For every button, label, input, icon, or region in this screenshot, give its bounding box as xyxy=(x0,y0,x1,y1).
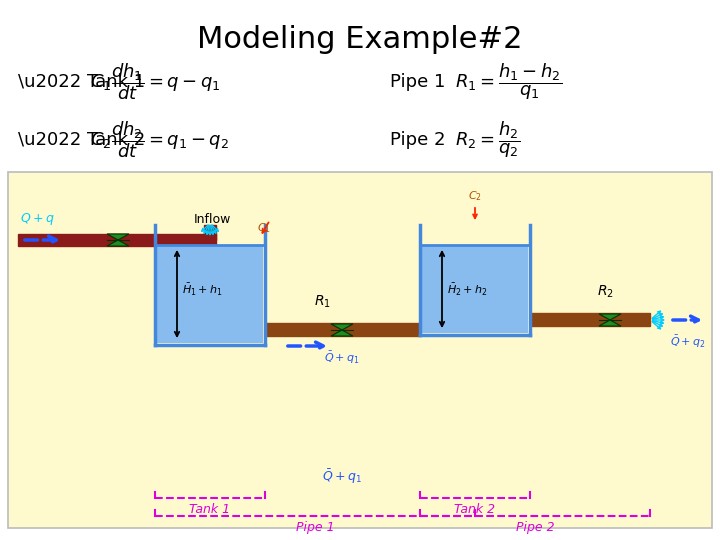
Text: $R_2$: $R_2$ xyxy=(597,284,613,300)
Text: $\bar{Q}+q_2$: $\bar{Q}+q_2$ xyxy=(670,334,706,350)
Text: Pipe 1: Pipe 1 xyxy=(296,521,334,534)
Text: $R_2 = \dfrac{h_2}{q_2}$: $R_2 = \dfrac{h_2}{q_2}$ xyxy=(455,120,520,160)
Bar xyxy=(8,172,712,528)
Bar xyxy=(157,245,263,343)
Text: $\bar{Q}+q_1$: $\bar{Q}+q_1$ xyxy=(324,350,360,366)
Polygon shape xyxy=(599,314,621,320)
Text: Tank 2: Tank 2 xyxy=(454,503,495,516)
Text: $R_1$: $R_1$ xyxy=(313,294,330,310)
Text: \u2022 Tank 1: \u2022 Tank 1 xyxy=(18,73,145,91)
Bar xyxy=(155,234,216,246)
Text: $C_2\dfrac{dh_2}{dt} = q_1 - q_2$: $C_2\dfrac{dh_2}{dt} = q_1 - q_2$ xyxy=(90,120,229,160)
Text: Pipe 1: Pipe 1 xyxy=(390,73,446,91)
Bar xyxy=(204,225,216,240)
Text: $Q+q$: $Q+q$ xyxy=(20,211,55,227)
Bar xyxy=(530,313,650,326)
Text: \u2022 Tank 2: \u2022 Tank 2 xyxy=(18,131,145,149)
Bar xyxy=(422,245,528,333)
Text: $R_1 = \dfrac{h_1 - h_2}{q_1}$: $R_1 = \dfrac{h_1 - h_2}{q_1}$ xyxy=(455,62,562,102)
Text: $C_1\dfrac{dh_1}{dt} = q - q_1$: $C_1\dfrac{dh_1}{dt} = q - q_1$ xyxy=(90,62,220,102)
Text: $C_1$: $C_1$ xyxy=(257,221,271,235)
Bar xyxy=(265,323,420,336)
Bar xyxy=(18,234,155,246)
Text: Pipe 2: Pipe 2 xyxy=(516,521,554,534)
Text: $\bar{Q}+q_1$: $\bar{Q}+q_1$ xyxy=(322,468,362,486)
Text: $\bar{H}_1+h_1$: $\bar{H}_1+h_1$ xyxy=(182,282,222,298)
Polygon shape xyxy=(331,330,353,336)
Text: Inflow: Inflow xyxy=(193,213,230,226)
Text: $C_2$: $C_2$ xyxy=(468,189,482,203)
Polygon shape xyxy=(599,320,621,326)
Polygon shape xyxy=(107,234,129,240)
Text: Tank 1: Tank 1 xyxy=(189,503,230,516)
Polygon shape xyxy=(331,324,353,330)
Text: Pipe 2: Pipe 2 xyxy=(390,131,446,149)
Text: Modeling Example#2: Modeling Example#2 xyxy=(197,25,523,54)
Text: $\bar{H}_2+h_2$: $\bar{H}_2+h_2$ xyxy=(447,282,487,298)
Polygon shape xyxy=(107,240,129,246)
